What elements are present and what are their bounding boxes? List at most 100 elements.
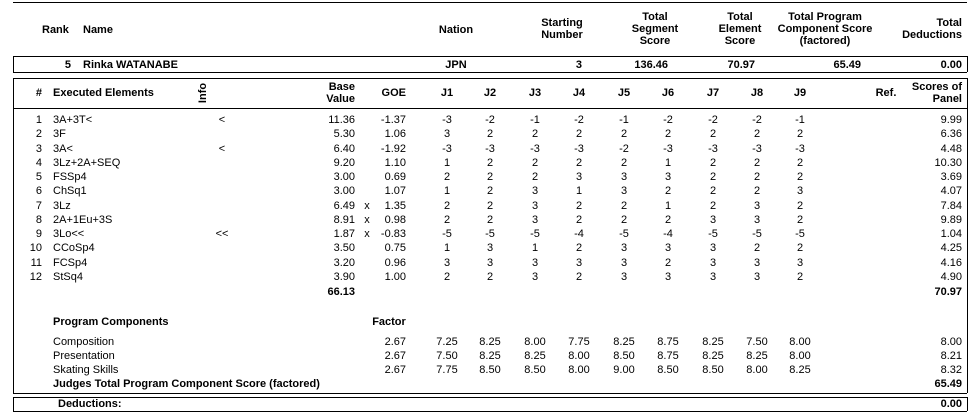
cell: 11.36 (328, 114, 355, 126)
rule (967, 78, 968, 393)
cell: 2 (620, 156, 628, 169)
cell: 2 (575, 242, 583, 255)
cell: 12 (29, 270, 42, 283)
cell: 1.87 (333, 228, 355, 241)
cell: 2 (443, 199, 451, 212)
cell: 3 (753, 256, 761, 269)
cell: 2 (443, 171, 451, 184)
cell: 2.67 (384, 336, 406, 348)
cell: 3 (575, 59, 582, 71)
cell: 11 (30, 256, 42, 269)
cell: 2 (796, 270, 804, 283)
cell: 1.00 (384, 270, 406, 283)
cell: -1 (530, 114, 540, 126)
cell: 6.49 (333, 199, 355, 212)
cell: 2 (486, 199, 494, 212)
cell: < (218, 114, 226, 126)
col-header: # (35, 87, 42, 99)
cell: Judges Total Program Component Score (fa… (53, 378, 320, 390)
col-header: Starting Number (541, 17, 583, 41)
cell: 3 (664, 270, 672, 283)
cell: -1.92 (380, 142, 406, 155)
cell: 4.25 (940, 242, 962, 255)
cell: 5.30 (333, 128, 355, 141)
cell: 8.00 (524, 336, 546, 348)
cell: -5 (530, 228, 540, 241)
cell: 9.99 (940, 114, 962, 126)
cell: 3 (796, 256, 804, 269)
cell: 7.75 (436, 364, 458, 376)
cell: 2 (620, 128, 628, 141)
cell: 4.90 (940, 270, 962, 283)
cell: 3 (531, 199, 539, 212)
cell: 7.50 (436, 350, 458, 362)
cell: 2 (709, 171, 717, 184)
col-header: Ref. (875, 87, 897, 99)
cell: 8.50 (657, 364, 679, 376)
cell: 1 (531, 242, 539, 255)
cell: 9.00 (613, 364, 635, 376)
cell: 1.06 (384, 128, 406, 141)
cell: -3 (752, 142, 762, 155)
cell: -3 (485, 142, 495, 155)
cell: 3 (620, 256, 628, 269)
cell: 3 (35, 142, 42, 155)
cell: 3 (486, 256, 494, 269)
cell: Factor (372, 316, 406, 328)
cell: 0.75 (384, 242, 406, 255)
cell: 2 (575, 128, 583, 141)
cell: 2 (796, 213, 804, 226)
cell: FSSp4 (53, 171, 87, 184)
cell: 7.75 (568, 336, 590, 348)
col-header: Total Deductions (902, 17, 962, 41)
cell: 2 (575, 199, 583, 212)
cell: 2 (709, 185, 717, 198)
cell: 4 (35, 156, 42, 169)
cell: 8.00 (940, 336, 962, 348)
cell: -1 (619, 114, 629, 126)
col-header: J4 (572, 87, 586, 99)
cell: 7.50 (746, 336, 768, 348)
cell: 2 (486, 270, 494, 283)
cell: 2 (753, 185, 761, 198)
cell: 70.97 (934, 286, 962, 298)
col-header: J9 (793, 87, 807, 99)
cell: 2.67 (384, 364, 406, 376)
cell: 2 (796, 128, 804, 141)
rule (13, 397, 14, 411)
cell: 2 (796, 156, 804, 169)
cell: 3 (575, 171, 583, 184)
cell: 3 (620, 242, 628, 255)
cell: 3 (796, 185, 804, 198)
col-header: Info (197, 82, 209, 104)
col-header: Name (83, 24, 113, 36)
col-header: Total Segment Score (631, 11, 679, 47)
cell: 9.20 (333, 156, 355, 169)
cell: -3 (442, 114, 452, 126)
col-header: J1 (440, 87, 454, 99)
cell: 3 (620, 270, 628, 283)
cell: 2 (796, 199, 804, 212)
cell: 8.50 (524, 364, 546, 376)
cell: 2 (664, 213, 672, 226)
col-header: J5 (617, 87, 631, 99)
cell: -1.37 (380, 114, 406, 126)
cell: 8.21 (940, 350, 962, 362)
rule (13, 2, 967, 3)
cell: 4.48 (940, 142, 962, 155)
col-header: J6 (661, 87, 675, 99)
cell: 3F (53, 128, 66, 141)
cell: -5 (752, 228, 762, 241)
cell: ChSq1 (53, 185, 87, 198)
cell: 2 (796, 171, 804, 184)
cell: 3 (753, 213, 761, 226)
cell: -2 (619, 142, 629, 155)
cell: x (364, 213, 370, 226)
cell: 8.25 (524, 350, 546, 362)
cell: 8.32 (940, 364, 962, 376)
cell: -4 (574, 228, 584, 241)
cell: 1 (443, 242, 451, 255)
cell: 1 (443, 185, 451, 198)
rule (13, 411, 967, 412)
rule (967, 56, 968, 72)
